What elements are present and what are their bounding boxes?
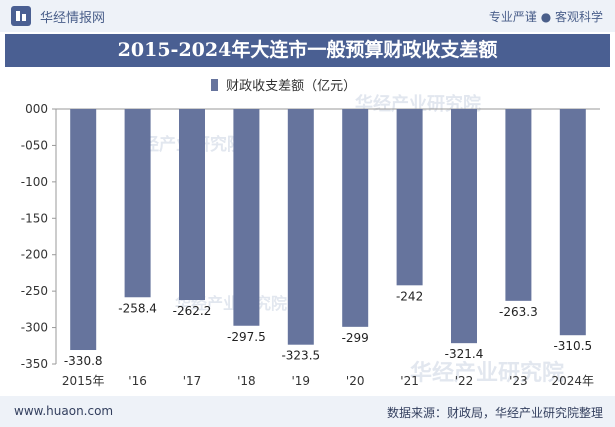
y-tick-label: -250: [21, 284, 48, 298]
chart-title: 2015-2024年大连市一般预算财政收支差额: [117, 39, 498, 61]
bar: [396, 109, 423, 286]
footer: www.huaon.com 数据来源：财政局，华经产业研究院整理: [0, 396, 615, 427]
y-tick-label: -350: [21, 357, 48, 371]
bar: [124, 109, 151, 298]
bar: [179, 109, 205, 301]
data-label: -310.5: [553, 339, 592, 353]
bar: [505, 109, 532, 301]
bar: [451, 109, 477, 344]
x-tick-label: '22: [455, 374, 474, 388]
brand-name: 华经情报网: [40, 11, 106, 26]
y-tick-label: 000: [25, 102, 48, 116]
x-tick-label: '16: [128, 374, 147, 388]
bar-chart: 000 -050 -100 -150 -200 -250 -300 -350 -330.8 201…: [21, 102, 600, 388]
data-label: -323.5: [281, 349, 320, 363]
y-tick-label: -300: [21, 321, 48, 335]
x-tick-label: 2015年: [62, 374, 105, 388]
bar: [233, 109, 260, 326]
legend-label: 财政收支差额（亿元）: [226, 79, 357, 94]
top-bar: 华经情报网 专业严谨 ● 客观科学: [0, 0, 615, 32]
bar: [287, 109, 314, 345]
tagline: 专业严谨 ● 客观科学: [488, 10, 603, 24]
y-tick-label: -100: [21, 175, 48, 189]
bar: [342, 109, 369, 327]
y-tick-label: -150: [21, 211, 48, 225]
data-label: -321.4: [445, 347, 484, 361]
data-label: -262.2: [173, 304, 212, 318]
x-tick-label: '20: [346, 374, 365, 388]
data-label: -258.4: [118, 301, 157, 315]
y-tick-label: -200: [21, 248, 48, 262]
huajing-logo-icon: [11, 6, 31, 26]
data-label: -297.5: [227, 330, 266, 344]
x-tick-label: '21: [400, 374, 419, 388]
x-tick-label: '18: [237, 374, 256, 388]
legend: 财政收支差额（亿元）: [211, 75, 357, 94]
data-label: -299: [342, 331, 369, 345]
data-label: -330.8: [64, 354, 103, 368]
x-tick-label: 2024年: [552, 374, 595, 388]
bar: [559, 109, 586, 336]
legend-swatch: [211, 79, 218, 91]
data-label: -263.3: [499, 305, 538, 319]
x-tick-label: '23: [509, 374, 528, 388]
watermark: 华经产业研究院: [410, 361, 565, 386]
x-tick-label: '19: [292, 374, 311, 388]
data-label: -242: [396, 289, 423, 303]
bar: [70, 109, 97, 351]
watermark: 华经产业研究院: [355, 94, 481, 115]
y-tick-label: -050: [21, 138, 48, 152]
source-note: 数据来源：财政局，华经产业研究院整理: [386, 406, 603, 420]
title-bar: 2015-2024年大连市一般预算财政收支差额: [5, 34, 610, 67]
x-tick-label: '17: [183, 374, 202, 388]
source-url: www.huaon.com: [14, 404, 114, 418]
